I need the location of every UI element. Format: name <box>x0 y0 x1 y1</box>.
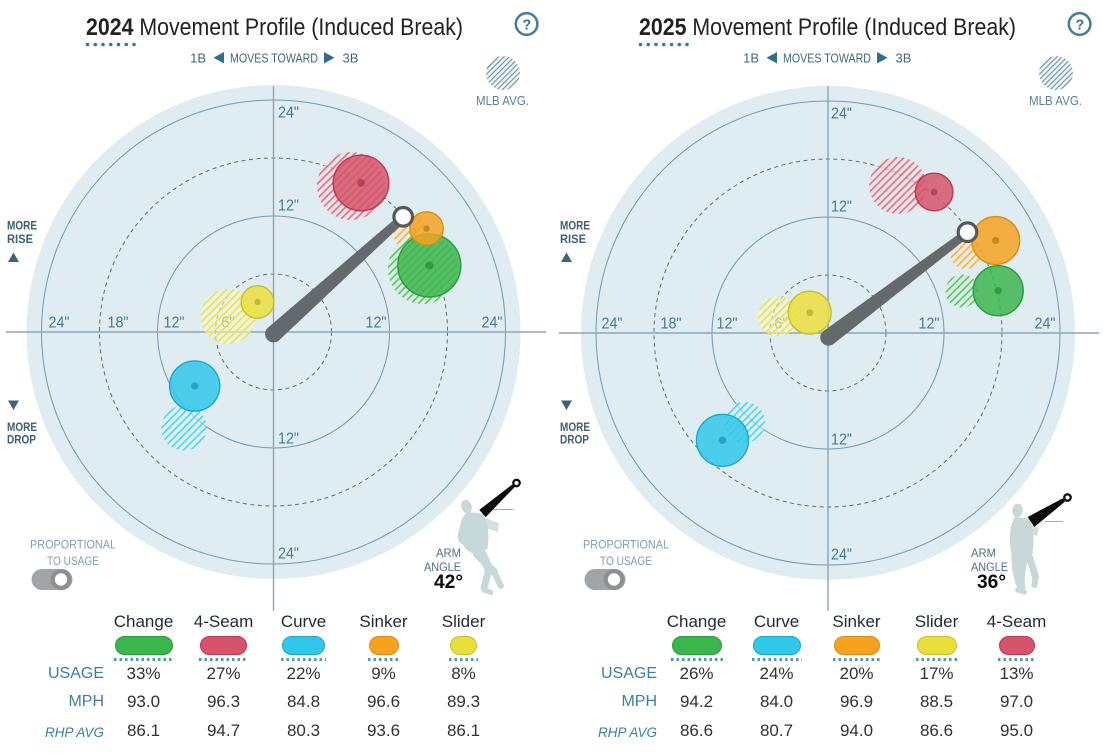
svg-text:2025 Movement Profile (Induced: 2025 Movement Profile (Induced Break) <box>639 14 1016 41</box>
svg-text:TO USAGE: TO USAGE <box>600 556 652 568</box>
svg-text:24": 24" <box>602 316 623 333</box>
svg-text:ARM: ARM <box>971 548 996 560</box>
svg-text:MOVES TOWARD: MOVES TOWARD <box>230 51 318 66</box>
svg-text:ANGLE: ANGLE <box>424 562 461 574</box>
svg-text:24": 24" <box>278 546 299 563</box>
svg-text:18": 18" <box>108 315 129 332</box>
svg-text:?: ? <box>522 17 531 33</box>
svg-text:12": 12" <box>919 316 940 333</box>
svg-text:RISE: RISE <box>560 232 586 246</box>
svg-text:24": 24" <box>278 105 299 122</box>
svg-text:MORE: MORE <box>7 420 37 434</box>
svg-text:18": 18" <box>661 316 682 333</box>
svg-text:PROPORTIONAL: PROPORTIONAL <box>30 540 117 552</box>
svg-text:24": 24" <box>1035 316 1056 333</box>
svg-text:2024 Movement Profile (Induced: 2024 Movement Profile (Induced Break) <box>86 14 463 41</box>
svg-text:MORE: MORE <box>7 219 37 233</box>
svg-text:12": 12" <box>717 316 738 333</box>
svg-text:3B: 3B <box>896 51 912 66</box>
svg-text:MORE: MORE <box>560 420 590 434</box>
svg-text:24": 24" <box>49 315 70 332</box>
svg-text:12": 12" <box>831 432 852 449</box>
svg-text:24": 24" <box>831 106 852 123</box>
svg-text:MLB AVG.: MLB AVG. <box>1029 93 1082 108</box>
svg-text:12": 12" <box>366 315 387 332</box>
svg-text:MOVES TOWARD: MOVES TOWARD <box>783 51 871 66</box>
svg-text:36°: 36° <box>977 572 1006 593</box>
svg-text:DROP: DROP <box>560 433 589 447</box>
svg-text:1B: 1B <box>190 51 206 66</box>
svg-text:12": 12" <box>278 198 299 215</box>
svg-text:ARM: ARM <box>436 548 461 560</box>
svg-text:ANGLE: ANGLE <box>971 562 1008 574</box>
svg-text:RISE: RISE <box>7 232 33 246</box>
svg-text:3B: 3B <box>343 51 359 66</box>
svg-text:MLB AVG.: MLB AVG. <box>476 93 529 108</box>
svg-text:12": 12" <box>164 315 185 332</box>
svg-text:12": 12" <box>278 431 299 448</box>
svg-text:42°: 42° <box>434 572 463 593</box>
svg-text:DROP: DROP <box>7 433 36 447</box>
svg-text:24": 24" <box>482 315 503 332</box>
svg-text:24": 24" <box>831 547 852 564</box>
svg-text:PROPORTIONAL: PROPORTIONAL <box>583 540 670 552</box>
svg-text:?: ? <box>1075 17 1084 33</box>
svg-text:12": 12" <box>831 199 852 216</box>
svg-text:MORE: MORE <box>560 219 590 233</box>
svg-text:1B: 1B <box>743 51 759 66</box>
svg-text:TO USAGE: TO USAGE <box>47 556 99 568</box>
